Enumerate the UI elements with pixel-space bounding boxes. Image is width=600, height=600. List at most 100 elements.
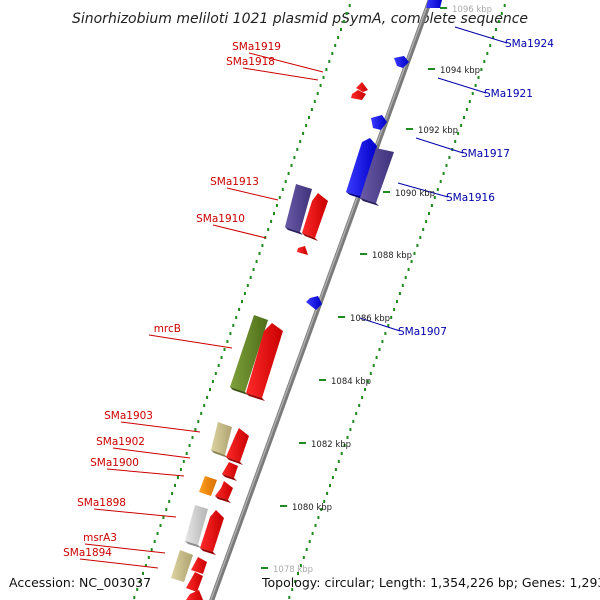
- track-dot: [489, 44, 492, 47]
- track-dot: [185, 452, 188, 455]
- gene-label-sma1913[interactable]: SMa1913: [210, 176, 259, 188]
- leader-line: [226, 187, 279, 201]
- track-dot: [334, 468, 337, 471]
- left-gene-labels: SMa1919 SMa1918 SMa1913 SMa1910 mrcB SMa1903 S…: [63, 41, 281, 559]
- track-dot: [235, 316, 238, 319]
- kbp-label: 1082 kbp: [311, 440, 351, 450]
- right-dotted-track: [288, 4, 506, 599]
- gene-label-sma1921[interactable]: SMa1921: [484, 88, 533, 100]
- track-dot: [209, 388, 211, 391]
- track-dot: [497, 20, 500, 23]
- gene-label-sma1898[interactable]: SMa1898: [77, 497, 126, 509]
- track-dot: [349, 428, 352, 431]
- track-dot: [150, 548, 153, 551]
- gene-label-sma1918[interactable]: SMa1918: [226, 56, 275, 68]
- track-dot: [156, 532, 159, 535]
- leader-line: [148, 334, 233, 349]
- track-dot: [255, 260, 258, 263]
- track-dot: [471, 92, 474, 95]
- track-dot: [305, 548, 308, 551]
- gene-arrow-sma1917[interactable]: [371, 115, 387, 130]
- track-dot: [460, 124, 463, 127]
- gene-label-sma1902[interactable]: SMa1902: [96, 436, 145, 448]
- gene-box-mrcb[interactable]: [230, 315, 268, 395]
- track-dot: [500, 12, 503, 15]
- track-dot: [468, 100, 471, 103]
- gene-label-sma1910[interactable]: SMa1910: [196, 213, 245, 225]
- track-dot: [267, 228, 270, 231]
- leader-line: [106, 468, 185, 477]
- gene-box-sma1900[interactable]: [199, 476, 217, 496]
- track-dot: [366, 380, 369, 383]
- gene-arrow-sma1918[interactable]: [351, 90, 366, 100]
- leader-line: [437, 77, 487, 94]
- track-dot: [328, 60, 331, 63]
- gene-box-sma1903[interactable]: [211, 422, 232, 458]
- gene-label-sma1894[interactable]: SMa1894: [63, 547, 112, 559]
- gene-arrow-sma1924[interactable]: [426, 0, 442, 8]
- gene-label-sma1903[interactable]: SMa1903: [104, 410, 153, 422]
- track-dot: [220, 356, 223, 359]
- gene-arrow-sma1921[interactable]: [394, 56, 409, 68]
- gene-arrow-sma1903[interactable]: [226, 428, 249, 465]
- track-dot: [495, 28, 497, 31]
- track-dot: [322, 76, 325, 79]
- gene-box-sma1898[interactable]: [185, 505, 208, 548]
- track-dot: [410, 260, 413, 263]
- leader-line: [120, 421, 201, 433]
- track-dot: [454, 140, 457, 143]
- gene-label-sma1924[interactable]: SMa1924: [505, 38, 554, 50]
- gene-arrow-sma1919[interactable]: [356, 82, 368, 92]
- track-dot: [136, 588, 139, 591]
- leader-line: [212, 224, 267, 239]
- track-dot: [396, 300, 398, 303]
- track-dot: [457, 132, 460, 135]
- track-dot: [425, 220, 428, 223]
- track-dot: [331, 476, 334, 479]
- track-dot: [314, 524, 317, 527]
- gene-arrow-sma1907[interactable]: [306, 296, 322, 310]
- gene-arrow-sma1910[interactable]: [302, 193, 328, 241]
- track-dot: [398, 292, 401, 295]
- gene-arrow-sma1902[interactable]: [222, 462, 238, 481]
- track-dot: [463, 116, 465, 119]
- right-gene-labels: SMa1924 SMa1921 SMa1917 SMa1916 SMa1907: [398, 38, 554, 338]
- topology-text: Topology: circular; Length: 1,354,226 bp…: [261, 575, 600, 590]
- gene-label-sma1919[interactable]: SMa1919: [232, 41, 281, 53]
- track-dot: [284, 180, 287, 183]
- kbp-label: 1080 kbp: [292, 503, 332, 513]
- kbp-label: 1094 kbp: [440, 66, 480, 76]
- map-title: Sinorhizobium meliloti 1021 plasmid pSym…: [72, 11, 528, 27]
- gene-label-sma1900[interactable]: SMa1900: [90, 457, 139, 469]
- track-dot: [249, 276, 252, 279]
- gene-label-sma1916[interactable]: SMa1916: [446, 192, 495, 204]
- track-dot: [147, 556, 150, 559]
- gene-arrow-sma1898[interactable]: [200, 510, 224, 555]
- track-dot: [293, 156, 296, 159]
- leader-line: [93, 508, 177, 518]
- gene-arrow-bottom[interactable]: [186, 590, 203, 600]
- gene-arrow-msra3[interactable]: [191, 557, 207, 574]
- track-dot: [226, 340, 229, 343]
- gene-label-mrcb[interactable]: mrcB: [154, 323, 181, 335]
- track-dot: [241, 300, 243, 303]
- track-dot: [448, 156, 451, 159]
- track-dot: [229, 332, 232, 335]
- gene-box-sma1916b[interactable]: [360, 148, 394, 206]
- track-dot: [480, 68, 483, 71]
- gene-label-sma1917[interactable]: SMa1917: [461, 148, 510, 160]
- track-dot: [390, 316, 393, 319]
- gene-label-msra3[interactable]: msrA3: [83, 532, 117, 544]
- gene-arrow-mrcb[interactable]: [246, 323, 283, 401]
- track-dot: [342, 20, 345, 23]
- gene-arrow-small-1088[interactable]: [297, 246, 308, 255]
- track-dot: [174, 484, 176, 487]
- track-dot: [317, 516, 320, 519]
- gene-box-sma1894[interactable]: [171, 550, 193, 582]
- track-dot: [401, 284, 404, 287]
- gene-arrow-sma1900[interactable]: [215, 481, 233, 503]
- gene-arrow-sma1894[interactable]: [186, 572, 203, 592]
- gene-label-sma1907[interactable]: SMa1907: [398, 326, 447, 338]
- track-dot: [270, 220, 273, 223]
- gene-box-sma1913[interactable]: [285, 184, 312, 235]
